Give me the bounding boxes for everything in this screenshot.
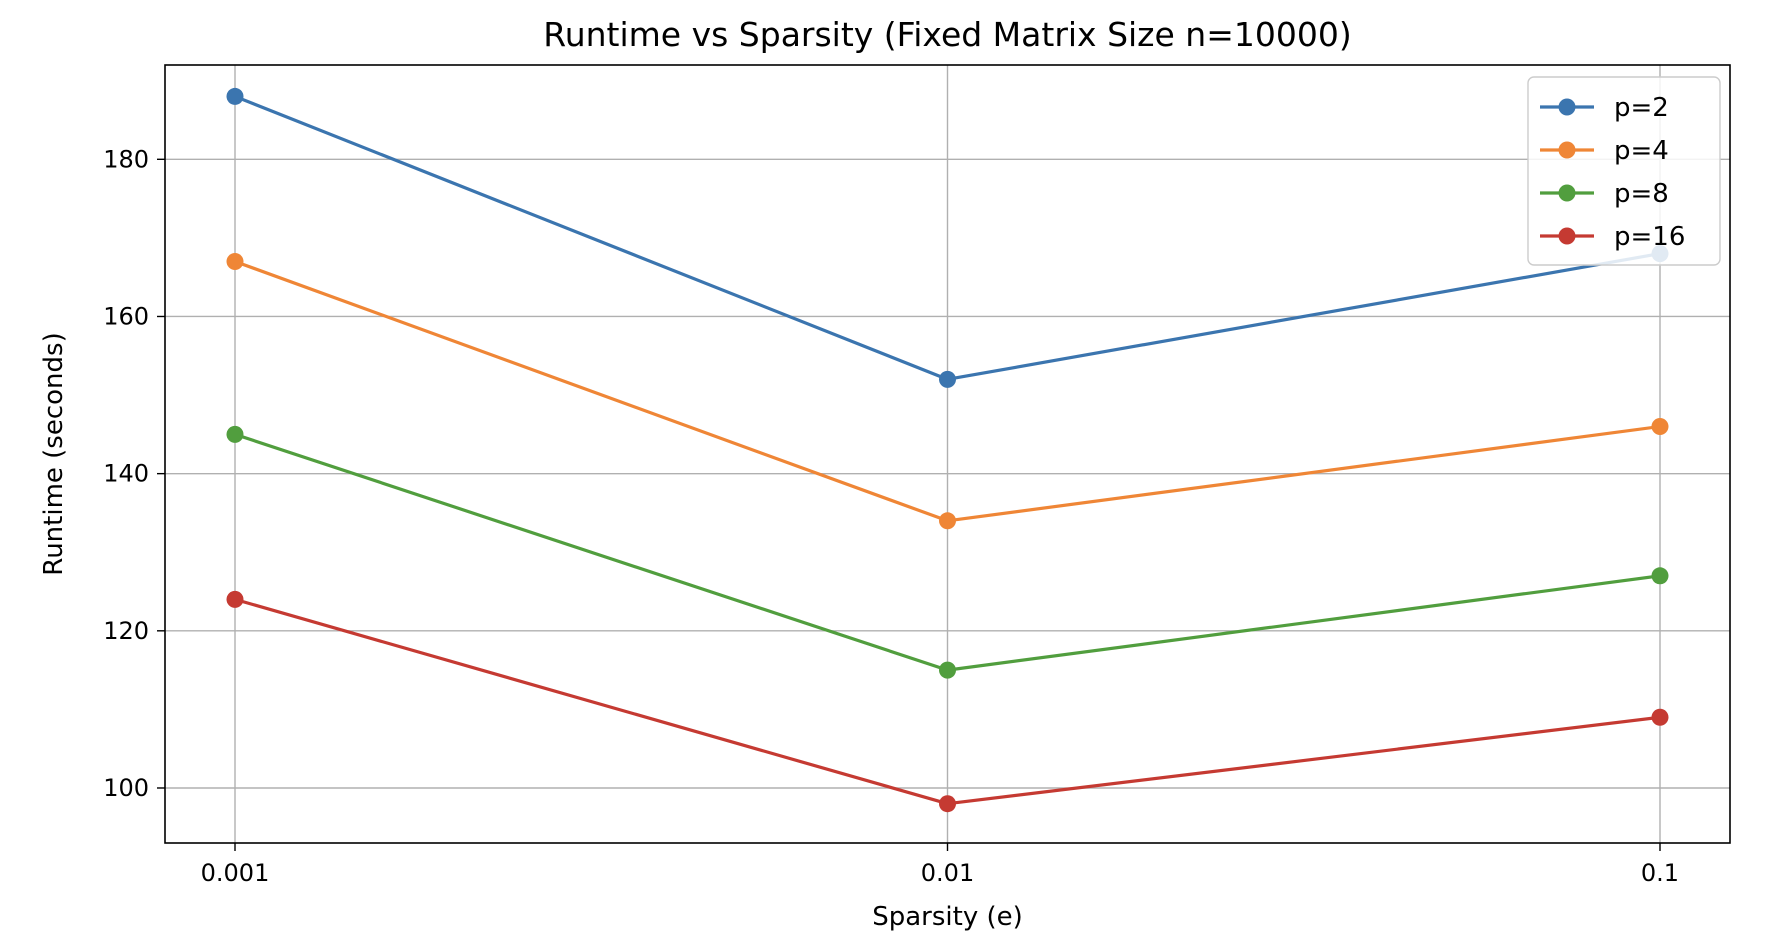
legend-label: p=4 <box>1614 136 1669 166</box>
data-point <box>939 370 956 388</box>
data-point <box>226 590 244 608</box>
data-point <box>939 795 956 813</box>
legend-item: p=16 <box>1540 222 1685 252</box>
y-tick-label: 100 <box>103 774 149 802</box>
series-p=8 <box>226 425 1669 679</box>
data-point <box>939 661 956 679</box>
data-point <box>226 252 244 270</box>
y-axis-label: Runtime (seconds) <box>39 332 69 575</box>
x-tick-label: 0.1 <box>1641 859 1679 887</box>
x-axis-label: Sparsity (e) <box>872 902 1023 932</box>
data-point <box>226 87 244 105</box>
legend-label: p=16 <box>1614 222 1685 252</box>
grid <box>165 65 1730 843</box>
legend-swatch-marker <box>1558 227 1576 245</box>
legend-box <box>1527 76 1721 266</box>
legend-item: p=2 <box>1540 93 1669 123</box>
y-tick-label: 120 <box>103 617 149 645</box>
x-axis-ticks: 0.001 0.01 0.1 <box>201 843 1679 887</box>
legend-label: p=2 <box>1614 93 1669 123</box>
legend-label: p=8 <box>1614 179 1669 209</box>
legend-swatch-marker <box>1558 141 1576 159</box>
data-point <box>226 425 244 443</box>
chart-title: Runtime vs Sparsity (Fixed Matrix Size n… <box>543 15 1351 54</box>
data-point <box>1651 567 1669 585</box>
y-tick-label: 140 <box>103 460 149 488</box>
y-tick-label: 160 <box>103 302 149 330</box>
series-p=16 <box>226 590 1669 813</box>
x-tick-label: 0.001 <box>201 859 270 887</box>
legend-swatch-marker <box>1558 184 1576 202</box>
legend-item: p=4 <box>1540 136 1669 166</box>
series-p=4 <box>226 252 1669 530</box>
data-point <box>1651 417 1669 435</box>
legend-item: p=8 <box>1540 179 1669 209</box>
legend: p=2 p=4 p=8 p=16 <box>1527 76 1721 266</box>
y-tick-label: 180 <box>103 145 149 173</box>
data-point <box>939 512 956 530</box>
data-point <box>1651 708 1669 726</box>
legend-swatch-marker <box>1558 98 1576 116</box>
y-axis-ticks: 100 120 140 160 180 <box>103 145 165 802</box>
x-tick-label: 0.01 <box>921 859 974 887</box>
